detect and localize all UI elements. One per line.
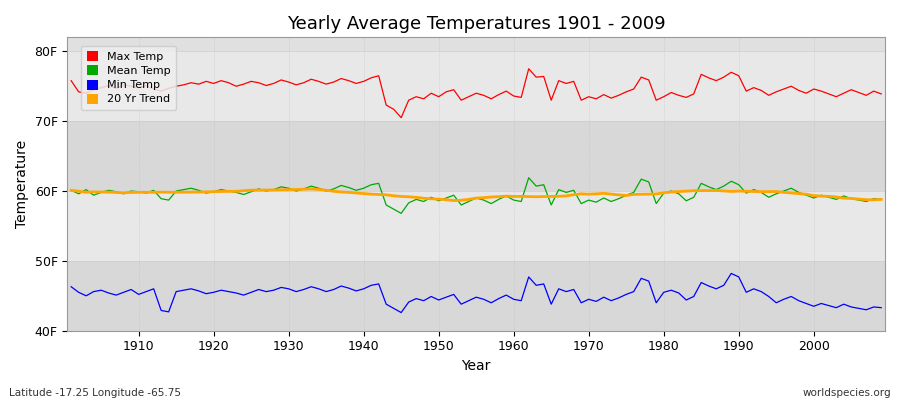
Bar	[68, 191, 885, 261]
Legend: Max Temp, Mean Temp, Min Temp, 20 Yr Trend: Max Temp, Mean Temp, Min Temp, 20 Yr Tre…	[81, 46, 176, 110]
Bar	[68, 261, 885, 331]
Bar	[68, 121, 885, 191]
Y-axis label: Temperature: Temperature	[15, 140, 29, 228]
X-axis label: Year: Year	[462, 359, 490, 373]
Title: Yearly Average Temperatures 1901 - 2009: Yearly Average Temperatures 1901 - 2009	[287, 15, 665, 33]
Bar	[68, 51, 885, 121]
Text: Latitude -17.25 Longitude -65.75: Latitude -17.25 Longitude -65.75	[9, 388, 181, 398]
Text: worldspecies.org: worldspecies.org	[803, 388, 891, 398]
